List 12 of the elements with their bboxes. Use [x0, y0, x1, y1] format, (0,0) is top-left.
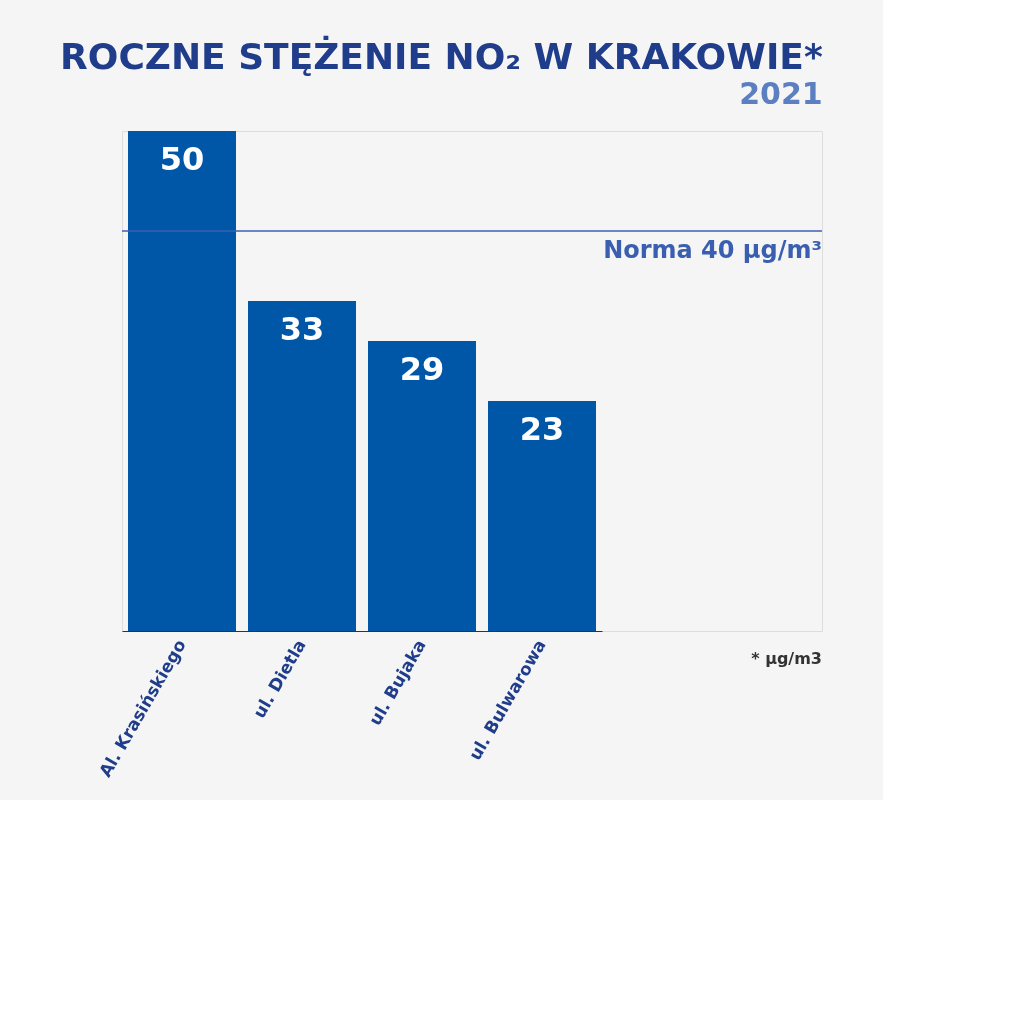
bar: [248, 301, 356, 631]
ref-line-label: Norma 40 µg/m³: [603, 236, 822, 264]
bar: [488, 401, 596, 631]
text: 2021: [739, 76, 823, 111]
bar: [128, 131, 236, 631]
data-label: 23: [519, 410, 565, 448]
data-label: 50: [159, 140, 205, 178]
data-label: 33: [279, 310, 325, 348]
chart-title: ROCZNE STĘŻENIE NO₂ W KRAKOWIE*: [60, 35, 823, 77]
text: * µg/m3: [751, 649, 822, 668]
data-label: 29: [399, 350, 445, 388]
bar: [368, 341, 476, 631]
